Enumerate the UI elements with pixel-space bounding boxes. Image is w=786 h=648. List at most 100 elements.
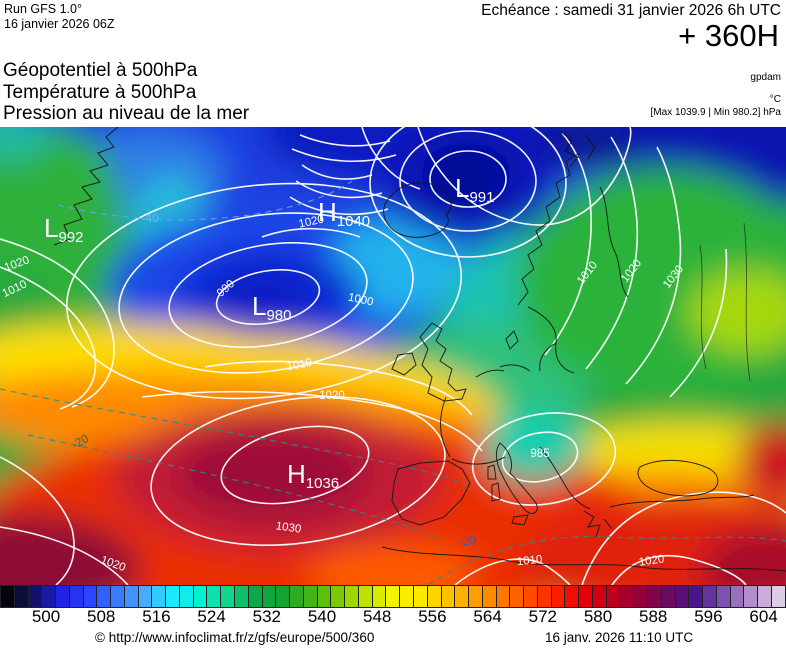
run-info: Run GFS 1.0° 16 janvier 2026 06Z <box>4 2 115 32</box>
colorbar-cell <box>551 586 565 607</box>
colorbar-cell <box>469 586 482 607</box>
colorbar-cell <box>427 586 441 607</box>
colorbar-cell <box>496 586 510 607</box>
colorbar-cell <box>606 586 620 607</box>
colorbar-cell <box>413 586 427 607</box>
colorbar-tick: 540 <box>307 607 337 626</box>
colorbar-cell <box>303 586 317 607</box>
colorbar-cell <box>744 586 758 607</box>
colorbar-cell <box>358 586 372 607</box>
colorbar-cell <box>620 586 634 607</box>
colorbar-cell <box>400 586 413 607</box>
colorbar-cell <box>138 586 152 607</box>
colorbar-cell <box>111 586 124 607</box>
colorbar-cell <box>386 586 400 607</box>
colorbar-cell <box>565 586 579 607</box>
contour-label: 1020 <box>638 553 665 568</box>
colorbar-cell <box>262 586 276 607</box>
colorbar-cell <box>69 586 83 607</box>
colorbar-cell <box>441 586 455 607</box>
colorbar-cell <box>207 586 221 607</box>
colorbar-tick: 508 <box>87 607 116 626</box>
run-model: Run GFS 1.0° <box>4 2 82 16</box>
colorbar-cell <box>152 586 166 607</box>
colorbar-cell <box>634 586 647 607</box>
colorbar-tick: 588 <box>639 607 668 626</box>
colorbar-cell <box>510 586 524 607</box>
colorbar-cell <box>482 586 496 607</box>
map-area: L992 H1040 L991 L980 H1036 1020 1010 1020 990 100… <box>0 127 786 585</box>
weather-map: L992H1040L991L980H1036102010101020990100… <box>0 127 786 585</box>
colorbar-tick: 596 <box>694 607 723 626</box>
colorbar-cell <box>276 586 290 607</box>
temperature-contours <box>0 180 786 585</box>
minmax-pressure: [Max 1039.9 | Min 980.2] hPa <box>650 107 781 118</box>
colorbar-cell <box>647 586 661 607</box>
colorbar-cell <box>97 586 111 607</box>
contour-label: -40 <box>141 211 159 225</box>
generation-datetime: 16 janv. 2026 11:10 UTC <box>545 630 694 645</box>
colorbar-cell <box>235 586 248 607</box>
colorbar-tick: 580 <box>583 607 613 626</box>
run-date: 16 janvier 2026 06Z <box>4 17 115 31</box>
unit-gpdam: gpdam <box>750 72 781 83</box>
colorbar-cell <box>524 586 537 607</box>
title-geopotential: Géopotentiel à 500hPa <box>3 60 198 81</box>
colorbar-cell <box>592 586 606 607</box>
colorbar-cell <box>14 586 28 607</box>
colorbar-cell <box>221 586 235 607</box>
title-pressure: Pression au niveau de la mer <box>3 103 250 124</box>
colorbar-cell <box>372 586 386 607</box>
colorbar-ticks: 500 508 516 524 532 540 548 556 564 572 580 588 596 6… <box>0 607 786 629</box>
colorbar-cell <box>703 586 716 607</box>
colorbar-tick: 604 <box>749 607 778 626</box>
colorbar-cell <box>331 586 345 607</box>
colorbar-cell <box>675 586 689 607</box>
colorbar-tick: 556 <box>418 607 447 626</box>
colorbar-cell <box>248 586 262 607</box>
coastlines <box>53 127 786 572</box>
colorbar-tick: 524 <box>197 607 226 626</box>
colorbar-cell <box>83 586 97 607</box>
contour-label: 1020 <box>319 390 345 402</box>
colorbar-cell <box>28 586 42 607</box>
colorbar-cell <box>1 586 14 607</box>
colorbar-cell <box>290 586 303 607</box>
colorbar-cell <box>730 586 744 607</box>
colorbar-cell <box>42 586 56 607</box>
colorbar-tick: 548 <box>363 607 392 626</box>
colorbar-tick: 532 <box>252 607 281 626</box>
colorbar-cell <box>661 586 675 607</box>
colorbar-tick: 564 <box>473 607 502 626</box>
isobar-contours <box>0 127 786 585</box>
title-temperature: Température à 500hPa <box>3 81 197 103</box>
units-block: gpdam °C [Max 1039.9 | Min 980.2] hPa <box>651 72 781 118</box>
chart-titles: Géopotentiel à 500hPa Température à 500h… <box>3 60 249 125</box>
forecast-valid-time: Echéance : samedi 31 janvier 2026 6h UTC <box>481 2 781 19</box>
contour-label: 1010 <box>286 357 313 373</box>
colorbar-cell <box>689 586 703 607</box>
colorbar-cell <box>56 586 69 607</box>
contour-label: 985 <box>530 448 549 460</box>
colorbar-cell <box>166 586 179 607</box>
colorbar-cell <box>716 586 730 607</box>
colorbar-cell <box>193 586 207 607</box>
contour-label: -20 <box>458 533 477 549</box>
colorbar-tick: 500 <box>31 607 61 626</box>
forecast-step: + 360H <box>678 18 779 53</box>
colorbar-cell <box>179 586 193 607</box>
contour-label: 1030 <box>275 520 302 535</box>
colorbar-cell <box>455 586 469 607</box>
contour-label: 1010 <box>516 554 543 569</box>
colorbar-cell <box>317 586 331 607</box>
colorbar-tick: 516 <box>142 607 171 626</box>
copyright-url: © http://www.infoclimat.fr/z/gfs/europe/… <box>95 630 375 645</box>
colorbar-cell <box>345 586 358 607</box>
unit-celsius: °C <box>769 94 781 105</box>
colorbar-cell <box>579 586 592 607</box>
colorbar-cell <box>758 586 771 607</box>
contour-label: 1020 <box>298 214 326 231</box>
colorbar <box>0 585 786 608</box>
colorbar-cell <box>124 586 138 607</box>
